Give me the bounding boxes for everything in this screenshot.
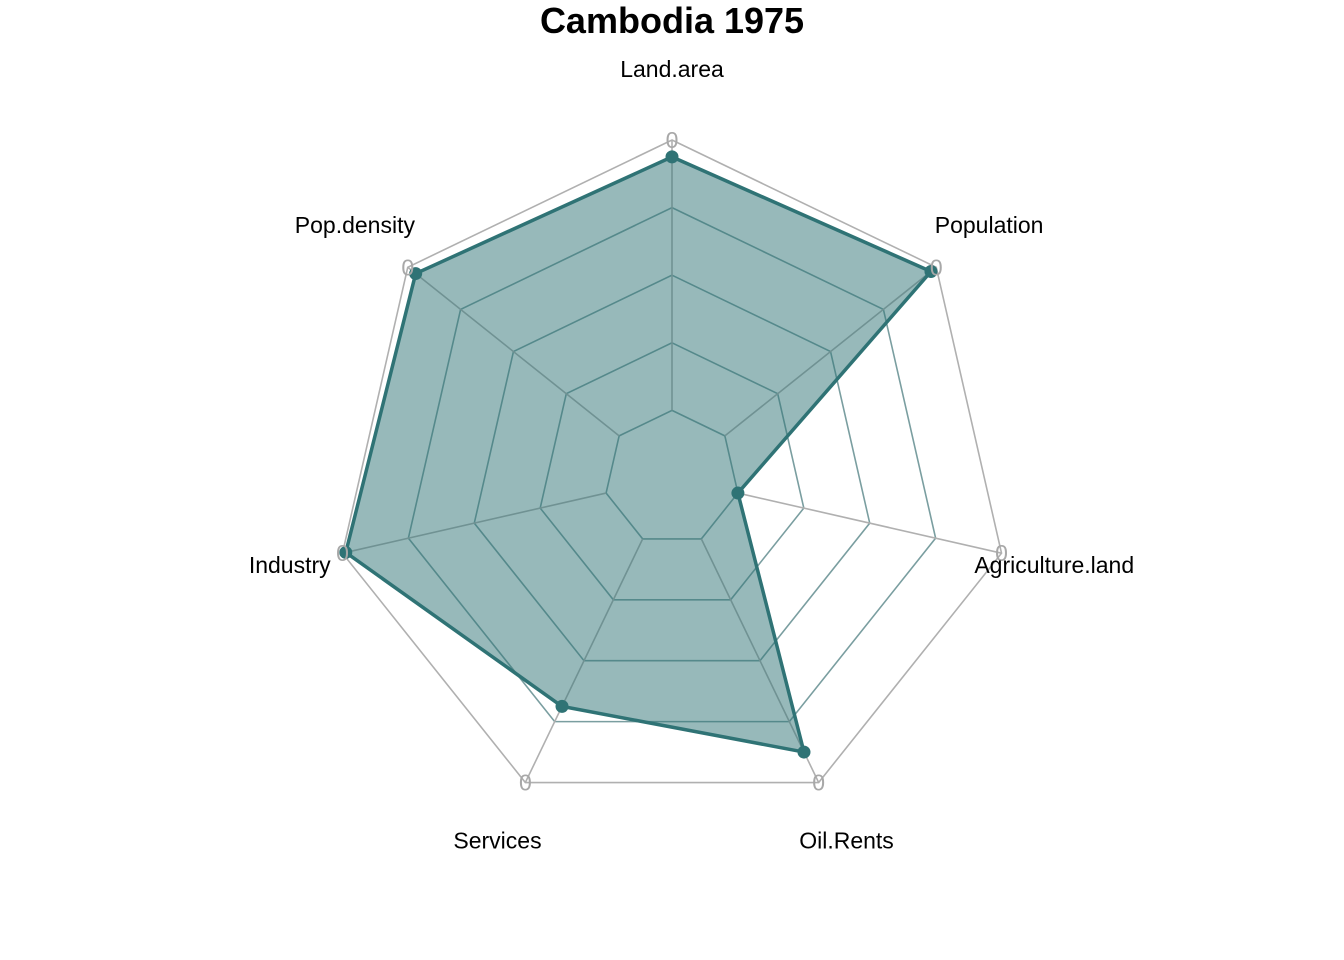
radar-axis-labels: 0 0 0 0 0 0 0 Land.area Population Agriculture.la… [249,56,1134,853]
grid-spoke-2 [737,492,1002,554]
grid-ring-5 [341,139,1003,784]
axis-max-label: 0 [401,254,414,280]
data-point-Services [555,699,569,713]
axis-max-label: 0 [812,770,825,796]
data-point-Industry [339,545,353,559]
axis-label-industry: Industry [249,552,331,578]
radar-series [339,150,938,759]
axis-label-services: Services [453,827,541,853]
axis-label-land-area: Land.area [620,56,724,82]
data-point-Population [924,264,938,278]
axis-label-population: Population [935,212,1044,238]
axis-label-agriculture-land: Agriculture.land [974,552,1134,578]
data-point-Pop.density [409,267,423,281]
axis-label-oil-rents: Oil.Rents [799,827,894,853]
axis-label-pop-density: Pop.density [295,212,416,238]
series-area-0 [344,155,933,754]
data-point-Agriculture.land [731,486,745,500]
axis-max-label: 0 [336,540,349,566]
axis-max-label: 0 [519,770,532,796]
axis-max-label: 0 [995,540,1008,566]
data-point-Oil.Rents [797,745,811,759]
axis-max-label: 0 [666,127,679,153]
axis-max-label: 0 [930,254,943,280]
chart-title: Cambodia 1975 [539,0,805,41]
data-point-Land.area [665,150,679,164]
